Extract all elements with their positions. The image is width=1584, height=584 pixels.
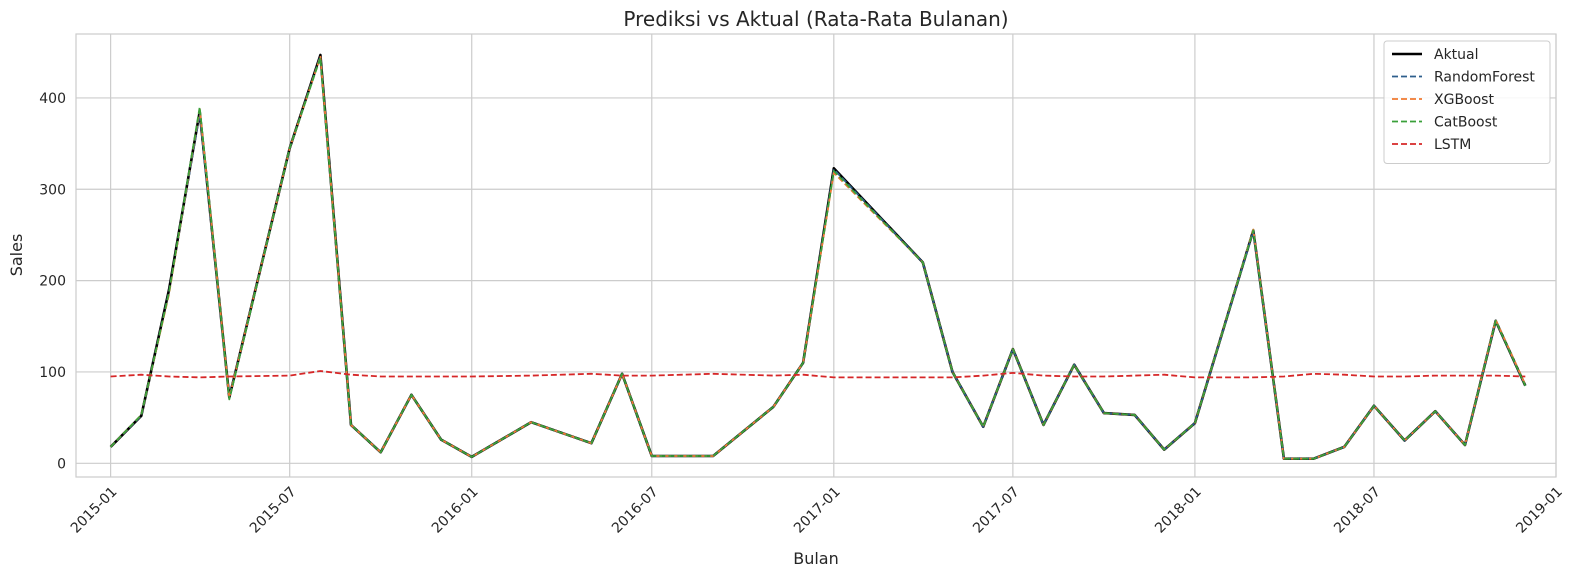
- y-tick-label: 0: [57, 456, 66, 472]
- legend-box: [1383, 40, 1551, 164]
- y-axis: 0 100 200 300 400: [39, 91, 66, 472]
- legend-label: XGBoost: [1434, 92, 1494, 108]
- legend: Aktual RandomForest XGBoost CatBoost LSTM: [1383, 40, 1551, 164]
- legend-label: LSTM: [1434, 137, 1471, 153]
- chart-title: Prediksi vs Aktual (Rata-Rata Bulanan): [623, 7, 1008, 31]
- x-axis-title: Bulan: [793, 549, 839, 568]
- legend-label: Aktual: [1434, 47, 1479, 63]
- series-line-catboost: [109, 56, 1527, 460]
- y-tick-label: 300: [39, 182, 66, 198]
- y-tick-label: 200: [39, 274, 66, 290]
- plot-frame: [75, 33, 1557, 478]
- y-tick-label: 100: [39, 365, 66, 381]
- y-tick-label: 400: [39, 91, 66, 107]
- legend-label: CatBoost: [1434, 115, 1498, 131]
- legend-label: RandomForest: [1434, 70, 1535, 86]
- y-axis-title: Sales: [7, 234, 26, 277]
- series-line-lstm: [110, 370, 1526, 379]
- series-lines: [109, 53, 1527, 461]
